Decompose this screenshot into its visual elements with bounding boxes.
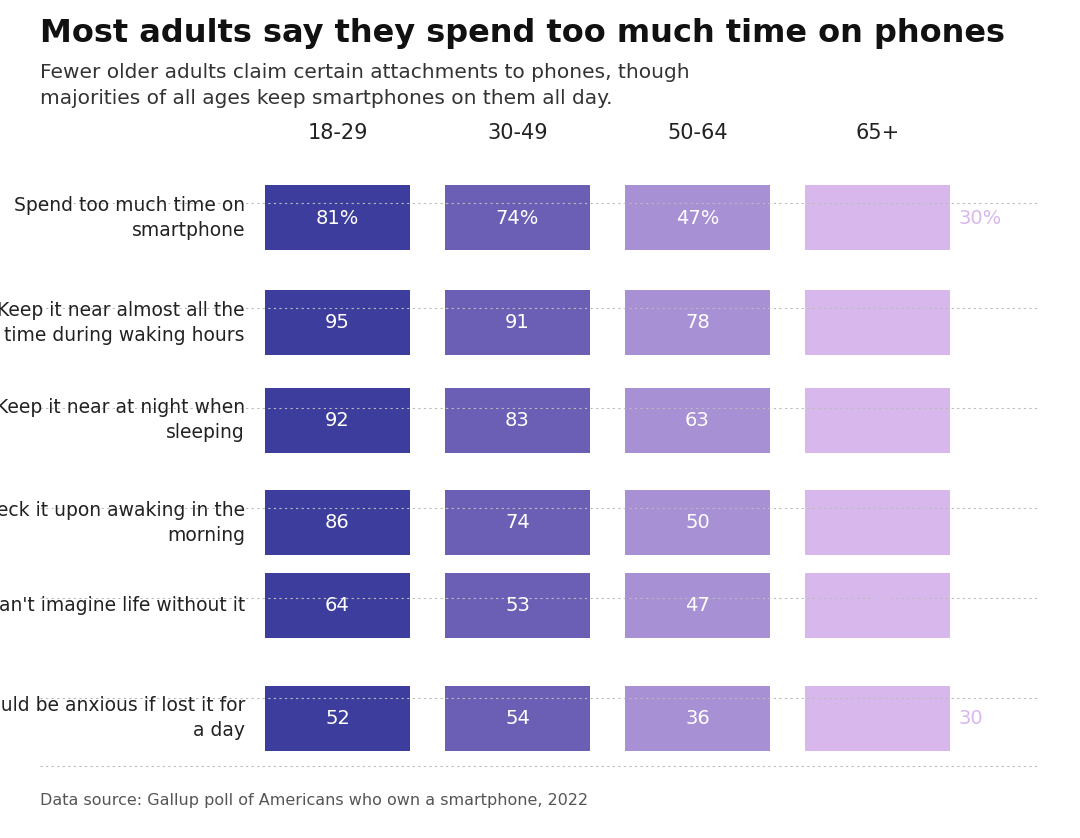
- Text: 63: 63: [685, 411, 710, 430]
- Bar: [625, 185, 770, 251]
- Bar: [445, 185, 590, 251]
- Bar: [265, 291, 410, 355]
- Bar: [265, 685, 410, 751]
- Text: 52: 52: [325, 708, 350, 727]
- Bar: [625, 685, 770, 751]
- Bar: [265, 185, 410, 251]
- Text: 30-49: 30-49: [487, 123, 548, 143]
- Text: 74%: 74%: [496, 209, 539, 227]
- Text: Data source: Gallup poll of Americans who own a smartphone, 2022: Data source: Gallup poll of Americans wh…: [40, 793, 589, 808]
- Text: 36: 36: [685, 708, 710, 727]
- Bar: [805, 685, 950, 751]
- Text: Keep it near at night when
sleeping: Keep it near at night when sleeping: [0, 399, 245, 442]
- Text: 95: 95: [325, 313, 350, 333]
- Text: 48: 48: [865, 514, 890, 532]
- Text: 18-29: 18-29: [307, 123, 368, 143]
- Text: 78: 78: [685, 313, 710, 333]
- Text: 30: 30: [958, 708, 983, 727]
- Bar: [625, 291, 770, 355]
- Text: 86: 86: [325, 514, 350, 532]
- Text: 43: 43: [865, 596, 890, 615]
- Bar: [265, 490, 410, 556]
- Text: 69: 69: [865, 313, 890, 333]
- Bar: [445, 573, 590, 638]
- Text: Can't imagine life without it: Can't imagine life without it: [0, 596, 245, 615]
- Text: 53: 53: [505, 596, 530, 615]
- Bar: [445, 490, 590, 556]
- Bar: [625, 490, 770, 556]
- Bar: [445, 388, 590, 453]
- Text: 74: 74: [505, 514, 530, 532]
- Text: 47%: 47%: [676, 209, 719, 227]
- Bar: [805, 490, 950, 556]
- Text: 92: 92: [325, 411, 350, 430]
- Bar: [805, 291, 950, 355]
- Text: 54: 54: [505, 708, 530, 727]
- Bar: [265, 573, 410, 638]
- Bar: [625, 388, 770, 453]
- Bar: [265, 388, 410, 453]
- Bar: [805, 573, 950, 638]
- Text: 81%: 81%: [315, 209, 360, 227]
- Bar: [805, 388, 950, 453]
- Text: 47: 47: [685, 596, 710, 615]
- Text: Would be anxious if lost it for
a day: Would be anxious if lost it for a day: [0, 696, 245, 740]
- Text: Fewer older adults claim certain attachments to phones, though
majorities of all: Fewer older adults claim certain attachm…: [40, 63, 690, 108]
- Text: 83: 83: [505, 411, 530, 430]
- Text: 65+: 65+: [855, 123, 900, 143]
- Text: 91: 91: [505, 313, 530, 333]
- Text: Most adults say they spend too much time on phones: Most adults say they spend too much time…: [40, 18, 1005, 49]
- Bar: [445, 291, 590, 355]
- Text: 30%: 30%: [958, 209, 1001, 227]
- Text: 50: 50: [685, 514, 710, 532]
- Text: 64: 64: [325, 596, 350, 615]
- Text: 50-64: 50-64: [667, 123, 728, 143]
- Text: Keep it near almost all the
time during waking hours: Keep it near almost all the time during …: [0, 301, 245, 345]
- Text: Spend too much time on
smartphone: Spend too much time on smartphone: [14, 196, 245, 240]
- Bar: [805, 185, 950, 251]
- Text: 49: 49: [865, 411, 890, 430]
- Bar: [445, 685, 590, 751]
- Bar: [625, 573, 770, 638]
- Text: Check it upon awaking in the
morning: Check it upon awaking in the morning: [0, 501, 245, 545]
